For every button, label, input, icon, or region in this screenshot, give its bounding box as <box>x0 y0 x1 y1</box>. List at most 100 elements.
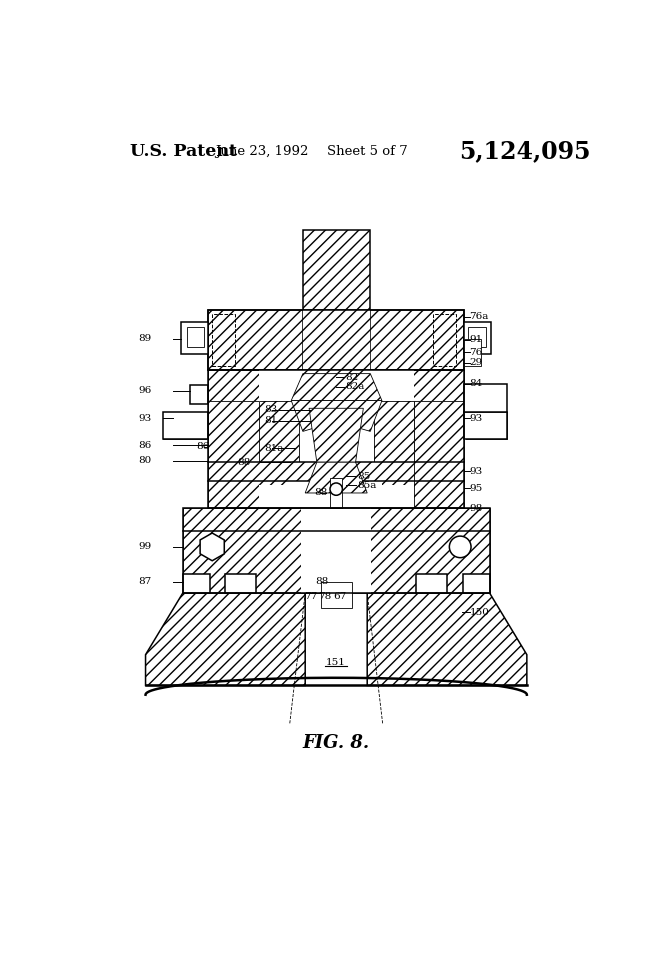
Bar <box>382 401 414 485</box>
Polygon shape <box>367 593 527 685</box>
Bar <box>330 477 342 508</box>
Bar <box>464 339 481 366</box>
Text: 5,124,095: 5,124,095 <box>460 139 591 163</box>
Text: 93: 93 <box>470 467 483 476</box>
Bar <box>303 229 370 309</box>
Bar <box>181 322 209 355</box>
Bar <box>370 370 414 401</box>
Text: 82a: 82a <box>346 382 365 391</box>
Bar <box>370 309 464 370</box>
Bar <box>466 413 506 439</box>
Text: FIG. 8.: FIG. 8. <box>302 735 370 752</box>
Polygon shape <box>309 409 363 462</box>
Bar <box>226 574 256 593</box>
Bar <box>258 462 414 481</box>
Text: 86: 86 <box>138 441 152 450</box>
Bar <box>183 508 489 593</box>
Text: 67: 67 <box>333 593 347 602</box>
Text: 151: 151 <box>326 657 346 667</box>
Text: 91: 91 <box>470 335 483 344</box>
Text: 76a: 76a <box>470 312 489 321</box>
Bar <box>303 370 370 401</box>
Bar <box>433 313 457 366</box>
Text: 87: 87 <box>138 577 152 586</box>
Bar <box>370 370 414 508</box>
Bar <box>466 413 506 439</box>
Bar <box>303 229 370 309</box>
Text: U.S. Patent: U.S. Patent <box>130 143 237 160</box>
Text: 150: 150 <box>470 608 489 617</box>
Bar <box>209 309 303 370</box>
Text: 85: 85 <box>357 471 371 480</box>
Bar <box>163 413 206 439</box>
Bar <box>321 581 352 608</box>
Bar <box>163 413 209 439</box>
Bar <box>209 370 464 508</box>
Text: 85a: 85a <box>357 481 377 490</box>
Text: 93: 93 <box>138 414 152 423</box>
Bar <box>462 574 489 593</box>
Text: 83: 83 <box>264 405 277 415</box>
Bar <box>464 413 506 439</box>
Bar <box>303 370 370 508</box>
Text: 78: 78 <box>318 593 331 602</box>
Bar <box>382 401 414 485</box>
Bar <box>183 574 210 593</box>
Text: 89: 89 <box>138 335 152 343</box>
Polygon shape <box>374 401 414 462</box>
Text: 95: 95 <box>470 484 483 493</box>
Bar <box>414 370 464 508</box>
Bar <box>258 370 303 401</box>
Bar <box>209 370 258 508</box>
Bar <box>209 309 464 370</box>
Polygon shape <box>291 374 382 401</box>
Bar <box>163 413 206 439</box>
Text: 76: 76 <box>470 348 483 357</box>
Polygon shape <box>305 462 367 493</box>
Bar <box>258 370 303 508</box>
Bar <box>416 574 447 593</box>
Bar <box>190 386 209 405</box>
Polygon shape <box>291 401 382 439</box>
Circle shape <box>449 536 471 557</box>
Bar <box>212 313 236 366</box>
Polygon shape <box>200 533 224 561</box>
Bar <box>209 370 464 401</box>
Bar <box>370 309 464 370</box>
Text: Sheet 5 of 7: Sheet 5 of 7 <box>327 145 407 157</box>
Text: 29: 29 <box>470 359 483 367</box>
Text: 82: 82 <box>346 373 359 382</box>
Bar <box>258 401 291 485</box>
Bar <box>258 485 414 508</box>
Bar <box>301 508 371 593</box>
Text: 81a: 81a <box>264 443 283 453</box>
Text: 93: 93 <box>470 414 483 423</box>
Bar <box>258 462 414 481</box>
Bar <box>464 322 491 355</box>
Text: 84: 84 <box>470 379 483 388</box>
Bar <box>209 309 303 370</box>
Polygon shape <box>258 401 299 462</box>
Bar <box>468 328 486 347</box>
Text: 80: 80 <box>138 456 152 466</box>
Text: 88: 88 <box>314 489 328 497</box>
Bar <box>258 401 291 485</box>
Polygon shape <box>146 593 305 685</box>
Bar <box>303 370 370 508</box>
Bar <box>209 370 464 401</box>
Text: 98: 98 <box>470 504 483 513</box>
Bar <box>183 508 489 593</box>
Text: June 23, 1992: June 23, 1992 <box>215 145 308 157</box>
Text: 86: 86 <box>196 442 209 451</box>
Bar <box>186 328 205 347</box>
Bar <box>291 401 382 493</box>
Text: 88: 88 <box>237 458 251 467</box>
Text: 96: 96 <box>138 386 152 395</box>
Bar <box>464 384 506 413</box>
Bar <box>183 508 489 593</box>
Text: 99: 99 <box>138 543 152 551</box>
Bar <box>209 370 258 508</box>
Bar <box>303 309 370 370</box>
Circle shape <box>330 483 342 495</box>
Bar <box>303 309 370 370</box>
